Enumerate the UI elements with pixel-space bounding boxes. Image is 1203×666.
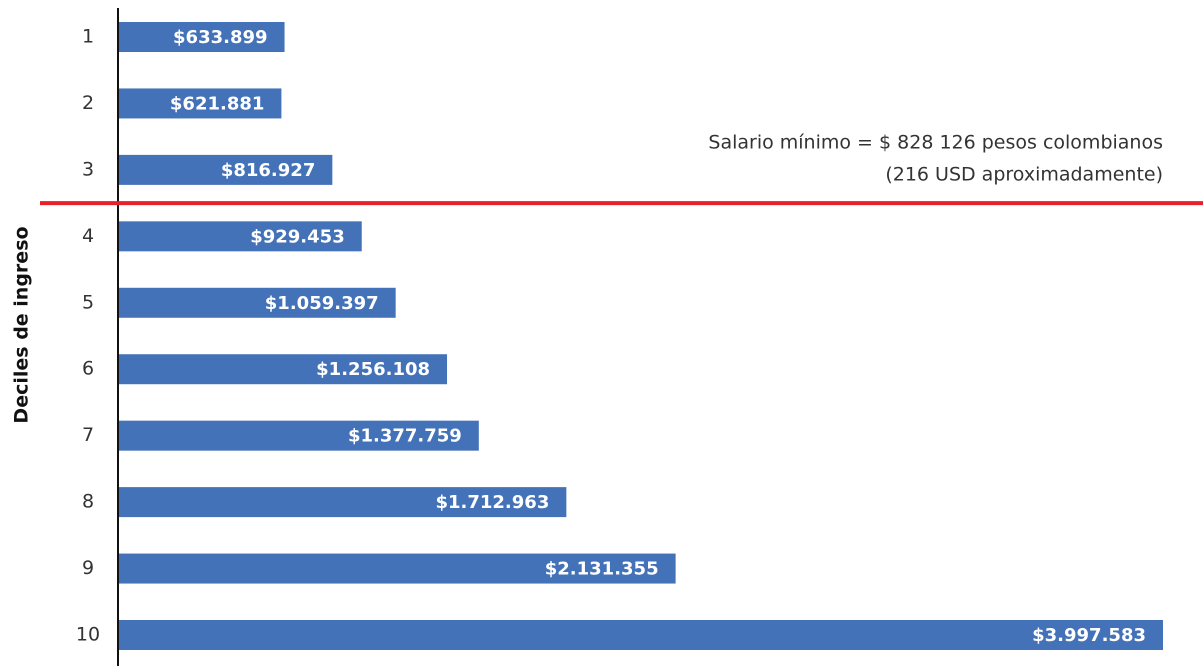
y-tick-label: 10 xyxy=(76,624,100,646)
bar xyxy=(119,487,567,518)
value-label: $816.927 xyxy=(221,160,316,181)
y-axis-title: Deciles de ingreso xyxy=(11,226,33,423)
y-tick-label: 7 xyxy=(82,424,94,446)
value-label: $1.256.108 xyxy=(316,359,430,380)
y-tick-label: 6 xyxy=(82,358,94,380)
bar xyxy=(119,221,362,252)
value-label: $2.131.355 xyxy=(545,559,659,580)
bar xyxy=(119,420,479,451)
y-tick-label: 8 xyxy=(82,491,94,513)
value-label: $3.997.583 xyxy=(1032,625,1146,646)
bar xyxy=(119,88,282,119)
annotation: Salario mínimo = $ 828 126 pesos colombi… xyxy=(708,132,1163,154)
bar xyxy=(119,354,448,385)
annotation: (216 USD aproximadamente) xyxy=(885,164,1163,186)
bar xyxy=(119,22,285,52)
y-tick-label: 2 xyxy=(82,92,94,114)
value-label: $1.059.397 xyxy=(265,293,379,314)
value-label: $621.881 xyxy=(170,93,265,114)
bar xyxy=(119,154,333,185)
y-tick-label: 1 xyxy=(82,26,94,48)
bar xyxy=(119,553,676,584)
value-label: $1.377.759 xyxy=(348,426,462,447)
bar xyxy=(119,620,1163,650)
y-tick-label: 4 xyxy=(82,225,94,247)
y-tick-label: 5 xyxy=(82,291,94,313)
y-tick-label: 9 xyxy=(82,557,94,579)
value-label: $1.712.963 xyxy=(435,492,549,513)
y-tick-label: 3 xyxy=(82,158,94,180)
value-label: $929.453 xyxy=(250,226,345,247)
bar xyxy=(119,287,396,318)
value-label: $633.899 xyxy=(173,27,268,48)
